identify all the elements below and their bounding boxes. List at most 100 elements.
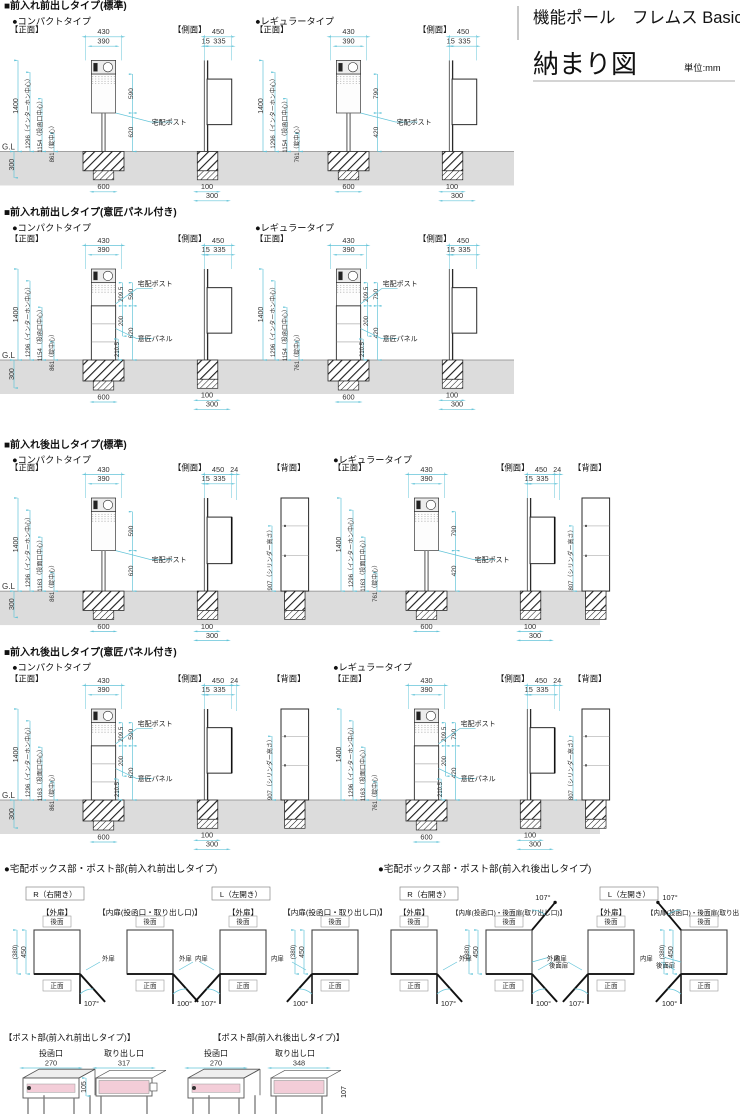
svg-text:L（左開き）: L（左開き）	[220, 889, 262, 899]
svg-text:【背面】: 【背面】	[573, 462, 607, 472]
svg-text:335: 335	[213, 474, 225, 483]
svg-text:107°: 107°	[662, 893, 677, 902]
svg-text:宅配ポスト: 宅配ポスト	[383, 279, 418, 288]
svg-text:1154（投函口中心）: 1154（投函口中心）	[281, 98, 289, 153]
svg-text:210.5: 210.5	[438, 781, 444, 797]
svg-text:24: 24	[230, 678, 238, 685]
svg-text:(380): (380)	[659, 945, 666, 959]
svg-text:15: 15	[202, 685, 210, 694]
svg-text:後面扉: 後面扉	[656, 961, 675, 970]
svg-text:■前入れ前出しタイプ(標準): ■前入れ前出しタイプ(標準)	[4, 0, 127, 12]
svg-text:430: 430	[342, 236, 354, 245]
svg-text:正面: 正面	[407, 982, 421, 990]
svg-text:100: 100	[201, 622, 213, 631]
svg-text:正面: 正面	[50, 982, 64, 990]
svg-text:24: 24	[553, 467, 561, 474]
svg-text:600: 600	[342, 182, 354, 191]
svg-text:335: 335	[458, 245, 470, 254]
svg-text:【側面】: 【側面】	[173, 673, 207, 683]
svg-text:24: 24	[230, 467, 238, 474]
svg-text:1163（投面口中心）: 1163（投面口中心）	[359, 746, 367, 801]
svg-text:15: 15	[525, 474, 533, 483]
svg-text:後面: 後面	[407, 917, 421, 926]
svg-text:後面: 後面	[502, 917, 516, 926]
svg-text:600: 600	[420, 622, 432, 631]
svg-text:●宅配ボックス部・ポスト部(前入れ後出しタイプ): ●宅配ボックス部・ポスト部(前入れ後出しタイプ)	[378, 863, 591, 875]
svg-text:宅配ポスト: 宅配ポスト	[152, 555, 187, 564]
svg-text:300: 300	[451, 191, 463, 200]
svg-text:335: 335	[536, 474, 548, 483]
svg-text:430: 430	[97, 236, 109, 245]
svg-text:投函口: 投函口	[39, 1048, 63, 1058]
svg-text:【側面】: 【側面】	[496, 462, 530, 472]
svg-text:納まり図: 納まり図	[533, 49, 637, 79]
svg-text:107°: 107°	[201, 999, 216, 1008]
svg-text:【背面】: 【背面】	[573, 673, 607, 683]
svg-text:宅配ポスト: 宅配ポスト	[138, 279, 173, 288]
svg-text:意匠パネル: 意匠パネル	[461, 774, 496, 783]
svg-text:【側面】: 【側面】	[418, 233, 452, 243]
svg-text:【正面】: 【正面】	[255, 25, 289, 35]
svg-text:内扉: 内扉	[640, 954, 653, 963]
svg-text:【外扉】: 【外扉】	[596, 907, 626, 917]
svg-text:L（左開き）: L（左開き）	[608, 889, 650, 899]
svg-text:1296（インターホン中心）: 1296（インターホン中心）	[347, 724, 355, 797]
svg-text:390: 390	[420, 685, 432, 694]
svg-text:300: 300	[206, 400, 218, 409]
svg-text:1296（インターホン中心）: 1296（インターホン中心）	[269, 284, 277, 357]
svg-text:300: 300	[529, 840, 541, 849]
svg-text:後面: 後面	[50, 917, 64, 926]
svg-text:450: 450	[457, 27, 469, 36]
svg-text:(380): (380)	[464, 945, 471, 959]
svg-text:15: 15	[202, 245, 210, 254]
svg-text:450: 450	[212, 465, 224, 474]
svg-text:390: 390	[342, 245, 354, 254]
svg-text:宅配ポスト: 宅配ポスト	[461, 719, 496, 728]
svg-text:620: 620	[128, 767, 135, 778]
svg-text:●宅配ボックス部・ポスト部(前入れ前出しタイプ): ●宅配ボックス部・ポスト部(前入れ前出しタイプ)	[4, 863, 217, 875]
svg-text:外扉: 外扉	[179, 954, 192, 963]
svg-text:620: 620	[128, 565, 135, 576]
svg-text:861（錠中心）: 861（錠中心）	[48, 331, 56, 371]
svg-text:430: 430	[342, 27, 354, 36]
svg-text:1400: 1400	[258, 98, 265, 114]
svg-text:■前入れ後出しタイプ(意匠パネル付き): ■前入れ後出しタイプ(意匠パネル付き)	[4, 645, 177, 658]
svg-text:G.L: G.L	[2, 582, 15, 591]
svg-text:807（シリンダー高さ）: 807（シリンダー高さ）	[567, 736, 575, 800]
svg-text:790: 790	[373, 88, 380, 99]
svg-text:24: 24	[553, 678, 561, 685]
svg-text:335: 335	[213, 245, 225, 254]
svg-text:390: 390	[97, 685, 109, 694]
svg-text:861（錠中心）: 861（錠中心）	[48, 771, 56, 811]
svg-text:機能ポール フレムス Basic: 機能ポール フレムス Basic	[533, 8, 740, 27]
svg-text:15: 15	[202, 474, 210, 483]
svg-text:600: 600	[342, 392, 354, 401]
svg-text:15: 15	[202, 37, 210, 46]
svg-text:600: 600	[97, 622, 109, 631]
svg-text:300: 300	[206, 631, 218, 640]
svg-text:意匠パネル: 意匠パネル	[138, 774, 173, 783]
svg-text:【内扉(投函口・取り出し口)】: 【内扉(投函口・取り出し口)】	[98, 907, 202, 917]
svg-text:270: 270	[45, 1058, 57, 1067]
svg-text:420: 420	[373, 126, 380, 137]
svg-text:1400: 1400	[13, 537, 20, 553]
svg-text:335: 335	[536, 685, 548, 694]
svg-text:(380): (380)	[12, 945, 19, 959]
svg-text:後面: 後面	[236, 917, 250, 926]
svg-text:450: 450	[21, 946, 28, 958]
svg-text:100: 100	[446, 391, 458, 400]
svg-text:1400: 1400	[13, 98, 20, 114]
svg-text:600: 600	[97, 832, 109, 841]
svg-text:335: 335	[213, 685, 225, 694]
svg-text:100°: 100°	[177, 999, 192, 1008]
svg-text:200: 200	[119, 315, 125, 326]
svg-text:450: 450	[668, 946, 675, 958]
svg-text:450: 450	[535, 465, 547, 474]
svg-text:100: 100	[446, 182, 458, 191]
svg-text:100°: 100°	[662, 999, 677, 1008]
svg-text:100: 100	[201, 831, 213, 840]
svg-text:430: 430	[420, 676, 432, 685]
svg-text:【側面】: 【側面】	[496, 673, 530, 683]
svg-text:意匠パネル: 意匠パネル	[138, 334, 173, 343]
svg-text:【側面】: 【側面】	[173, 25, 207, 35]
